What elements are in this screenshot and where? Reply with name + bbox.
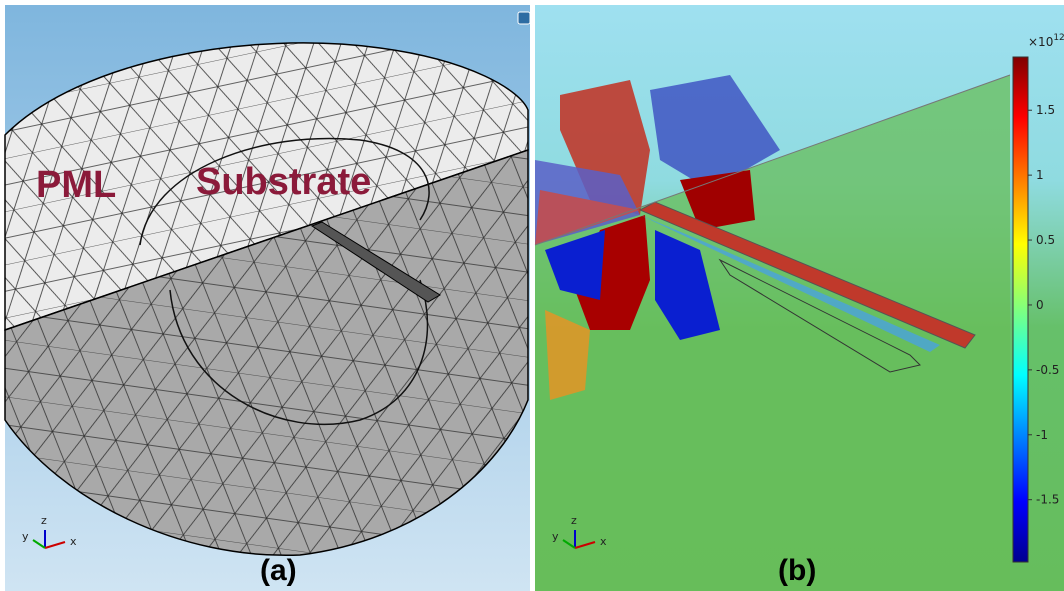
icon bbox=[518, 12, 530, 24]
colorbar-tick-label: 1 bbox=[1036, 168, 1044, 182]
caption: (b) bbox=[778, 554, 816, 587]
figure: PML Substrate (a) y z x ×1012 1.5 1 0.5 0 -0… bbox=[0, 0, 1064, 591]
substrate-label: Substrate bbox=[196, 161, 371, 203]
colorbar-tick-label: -0.5 bbox=[1036, 363, 1059, 377]
colorbar bbox=[1013, 57, 1028, 562]
axis-label: z bbox=[41, 514, 47, 527]
colorbar-tick-label: -1.5 bbox=[1036, 493, 1059, 507]
colorbar-tick-label: 0.5 bbox=[1036, 233, 1055, 247]
pml-label: PML bbox=[36, 164, 116, 206]
colorbar-tick-label: -1 bbox=[1036, 428, 1048, 442]
colorbar-tick-label: 0 bbox=[1036, 298, 1044, 312]
axis-label: y bbox=[22, 530, 29, 543]
exponent: 12 bbox=[1053, 33, 1064, 43]
axis-label: x bbox=[70, 535, 77, 548]
panel-a: PML Substrate (a) y z x bbox=[5, 5, 530, 591]
multiplier: ×10 bbox=[1028, 35, 1053, 49]
panel-b: ×1012 1.5 1 0.5 0 -0.5 -1 -1.5 (b) y z x bbox=[535, 5, 1064, 591]
axis-label: x bbox=[600, 535, 607, 548]
axis-label: y bbox=[552, 530, 559, 543]
caption: (a) bbox=[260, 554, 297, 587]
axis-label: z bbox=[571, 514, 577, 527]
colorbar-tick-label: 1.5 bbox=[1036, 103, 1055, 117]
